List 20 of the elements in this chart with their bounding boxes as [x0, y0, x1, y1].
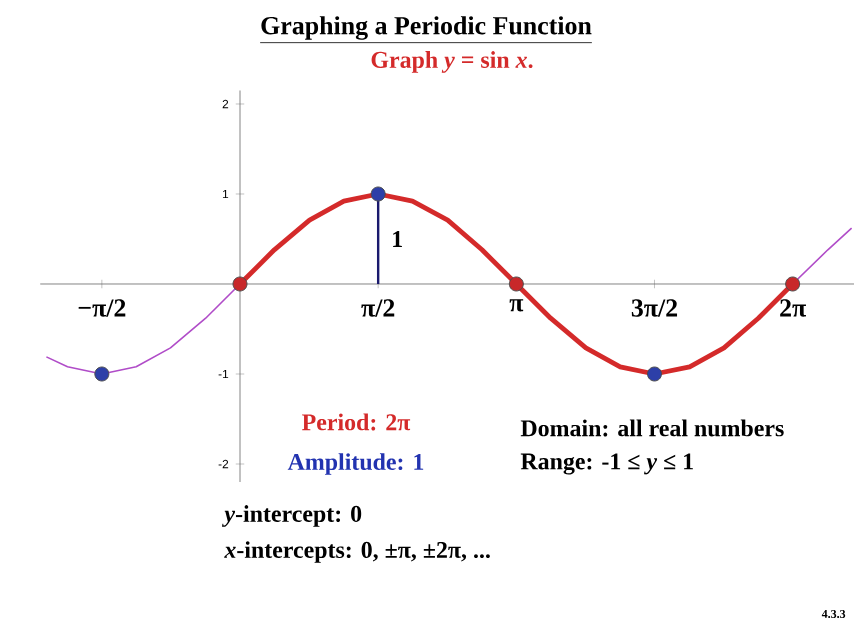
point — [370, 186, 386, 202]
text: x-intercepts: 0, ±π, ±2π, ... — [224, 541, 490, 563]
annotation: 1 — [393, 231, 402, 247]
x-tick-label: −π/2 — [78, 299, 126, 317]
point — [232, 276, 248, 292]
x-tick-label: π — [509, 299, 524, 312]
annotation: Range: -1 ≤ y ≤ 1 — [520, 453, 693, 475]
x-tick-label: 3π/2 — [631, 299, 678, 317]
chart-subtitle: Graph y = sin x. — [371, 51, 533, 73]
point — [94, 366, 110, 382]
annotation: Domain: all real numbers — [520, 419, 784, 437]
point — [785, 276, 801, 292]
annotation: Period: 2π — [302, 413, 411, 431]
annotation: Amplitude: 1 — [287, 453, 424, 475]
text: y-intercept: 0 — [221, 505, 362, 527]
x-tick-label: π/2 — [361, 299, 395, 317]
point — [646, 366, 662, 382]
x-tick-label: 2π — [780, 299, 806, 317]
chart-title: Graphing a Periodic Function — [261, 16, 592, 40]
point — [508, 276, 524, 292]
